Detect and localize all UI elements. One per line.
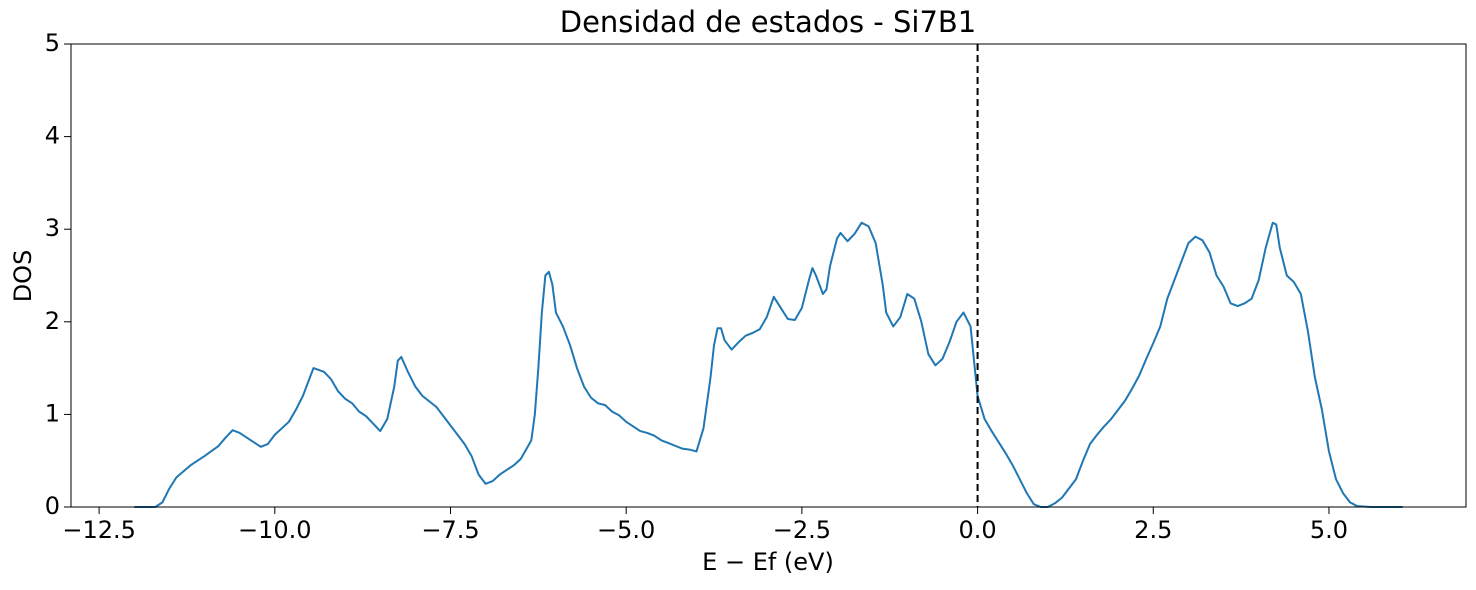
data-line (134, 221, 1403, 508)
x-tick-label: 2.5 (1134, 516, 1172, 544)
x-tick-label: 0.0 (958, 516, 996, 544)
x-axis-label: E − Ef (eV) (702, 548, 834, 576)
y-tick-label: 5 (45, 29, 60, 57)
plot-frame (70, 43, 1467, 508)
y-tick-label: 3 (45, 214, 60, 242)
y-tick-label: 0 (45, 492, 60, 520)
x-tick-label: −5.0 (597, 516, 655, 544)
x-tick-label: −12.5 (62, 516, 136, 544)
chart-title: Densidad de estados - Si7B1 (560, 5, 977, 39)
y-tick-label: 4 (45, 122, 60, 150)
x-tick-label: 5.0 (1310, 516, 1348, 544)
x-tick-label: −2.5 (773, 516, 831, 544)
x-tick-label: −7.5 (421, 516, 479, 544)
y-axis-label: DOS (9, 250, 37, 303)
x-tick-label: −10.0 (238, 516, 312, 544)
y-tick-label: 2 (45, 307, 60, 335)
y-tick-label: 1 (45, 399, 60, 427)
